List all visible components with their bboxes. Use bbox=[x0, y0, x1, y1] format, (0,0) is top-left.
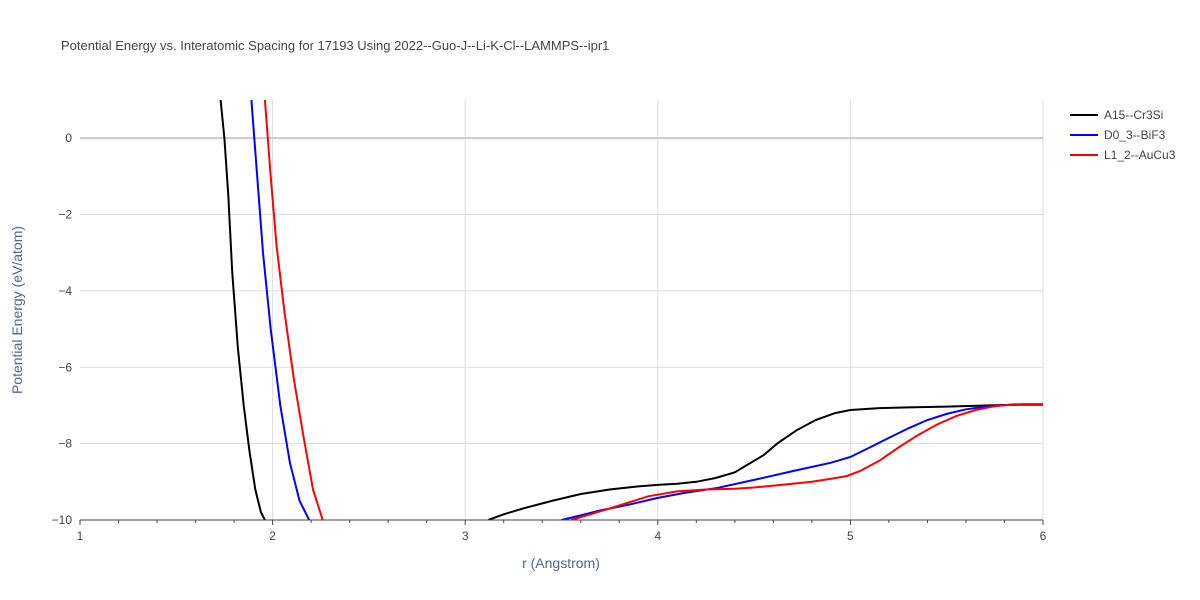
series-line bbox=[219, 100, 266, 520]
series-line bbox=[561, 403, 1043, 520]
chart-title: Potential Energy vs. Interatomic Spacing… bbox=[61, 38, 609, 53]
series-line bbox=[570, 403, 1043, 520]
y-tick-label: −10 bbox=[52, 513, 73, 527]
y-axis-label: Potential Energy (eV/atom) bbox=[9, 226, 25, 394]
x-tick-label: 3 bbox=[462, 529, 469, 543]
y-tick-label: −8 bbox=[58, 437, 72, 451]
legend-label: D0_3--BiF3 bbox=[1104, 128, 1166, 142]
x-tick-label: 4 bbox=[654, 529, 661, 543]
x-axis-ticks: 1 2 3 4 5 6 bbox=[77, 520, 1047, 543]
y-tick-label: 0 bbox=[65, 131, 72, 145]
x-tick-label: 6 bbox=[1040, 529, 1047, 543]
series-line bbox=[487, 403, 1043, 520]
x-tick-label: 5 bbox=[847, 529, 854, 543]
y-tick-label: −2 bbox=[58, 208, 72, 222]
series-line bbox=[263, 100, 324, 520]
y-axis-ticks: 0 −2 −4 −6 −8 −10 bbox=[52, 131, 73, 527]
series-lines bbox=[219, 100, 1043, 520]
legend-item[interactable]: L1_2--AuCu3 bbox=[1070, 148, 1176, 162]
legend-item[interactable]: A15--Cr3Si bbox=[1070, 108, 1163, 122]
y-tick-label: −4 bbox=[58, 284, 72, 298]
y-tick-label: −6 bbox=[58, 360, 72, 374]
x-tick-label: 2 bbox=[269, 529, 276, 543]
x-tick-label: 1 bbox=[77, 529, 84, 543]
legend-label: A15--Cr3Si bbox=[1104, 108, 1163, 122]
legend-item[interactable]: D0_3--BiF3 bbox=[1070, 128, 1166, 142]
series-line bbox=[250, 100, 311, 520]
x-axis-label: r (Angstrom) bbox=[522, 555, 600, 571]
legend-label: L1_2--AuCu3 bbox=[1104, 148, 1176, 162]
legend[interactable]: A15--Cr3Si D0_3--BiF3 L1_2--AuCu3 bbox=[1070, 108, 1176, 162]
